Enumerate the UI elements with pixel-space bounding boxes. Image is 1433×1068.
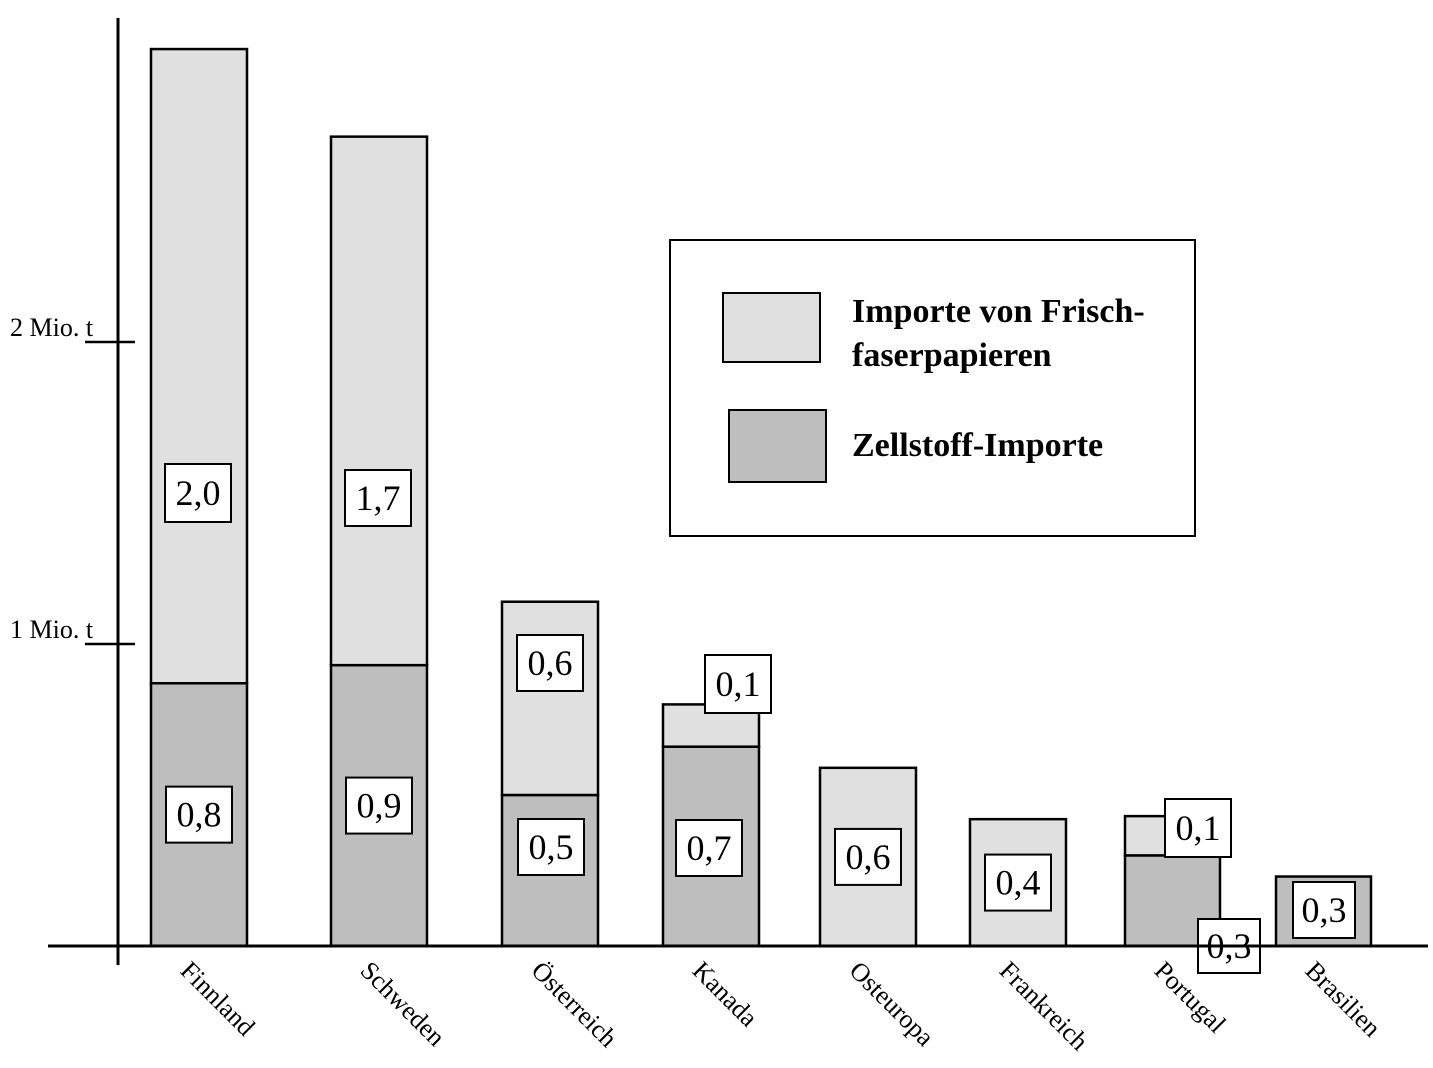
- legend-label-frischfaser-line1: Importe von Frisch-: [852, 293, 1145, 330]
- category-label-frankreich: Frankreich: [994, 956, 1094, 1056]
- value-label-box: [834, 827, 902, 886]
- value-labels-group: 0,82,00,91,70,50,60,70,10,60,40,30,10,3: [164, 463, 1356, 974]
- y-tick-label: 1 Mio. t: [10, 615, 94, 644]
- value-label-box: [344, 469, 412, 527]
- bar-frischfaser-österreich: [500, 600, 600, 797]
- legend-swatch-frischfaser: [722, 292, 821, 363]
- category-label-kanada: Kanada: [687, 956, 764, 1033]
- value-label: 0,7: [687, 828, 732, 868]
- category-label-finnland: Finnland: [175, 956, 261, 1042]
- value-label-box: [1292, 881, 1356, 939]
- legend-label-zellstoff: Zellstoff-Importe: [852, 427, 1103, 464]
- value-label: 1,7: [356, 478, 401, 518]
- legend-label-frischfaser-line2: faserpapieren: [852, 337, 1052, 374]
- y-tick-label: 2 Mio. t: [10, 313, 94, 342]
- value-label-box: [984, 853, 1052, 912]
- legend-box: [669, 239, 1196, 537]
- value-label-box: [164, 463, 232, 523]
- value-label: 2,0: [176, 473, 221, 513]
- bar-frischfaser-finnland: [149, 47, 249, 685]
- value-label-box: [345, 776, 413, 835]
- legend-swatch-zellstoff: [728, 409, 827, 483]
- value-label: 0,3: [1302, 890, 1347, 930]
- legend: Importe von Frisch- faserpapieren Zellst…: [669, 239, 1196, 537]
- category-label-österreich: Österreich: [526, 956, 623, 1053]
- value-label-box: [517, 818, 585, 876]
- bar-frischfaser-schweden: [329, 135, 429, 667]
- category-label-schweden: Schweden: [355, 956, 451, 1052]
- value-label: 0,5: [529, 827, 574, 867]
- value-label: 0,1: [716, 664, 761, 704]
- value-label-box: [704, 654, 772, 714]
- value-label: 0,6: [528, 643, 573, 683]
- y-ticks-group: 1 Mio. t 2 Mio. t: [10, 313, 135, 646]
- value-label: 0,8: [177, 795, 222, 835]
- value-label: 0,9: [357, 786, 402, 826]
- value-label-box: [516, 634, 584, 692]
- axes-group: [48, 18, 1428, 965]
- value-label: 0,4: [996, 863, 1041, 903]
- value-label: 0,6: [846, 837, 891, 877]
- value-label-box: [675, 819, 743, 877]
- category-label-osteuropa: Osteuropa: [844, 956, 940, 1052]
- value-label: 0,1: [1176, 808, 1221, 848]
- category-label-brasilien: Brasilien: [1300, 956, 1387, 1043]
- value-label-box: [165, 785, 233, 844]
- value-label-box: [1164, 798, 1232, 858]
